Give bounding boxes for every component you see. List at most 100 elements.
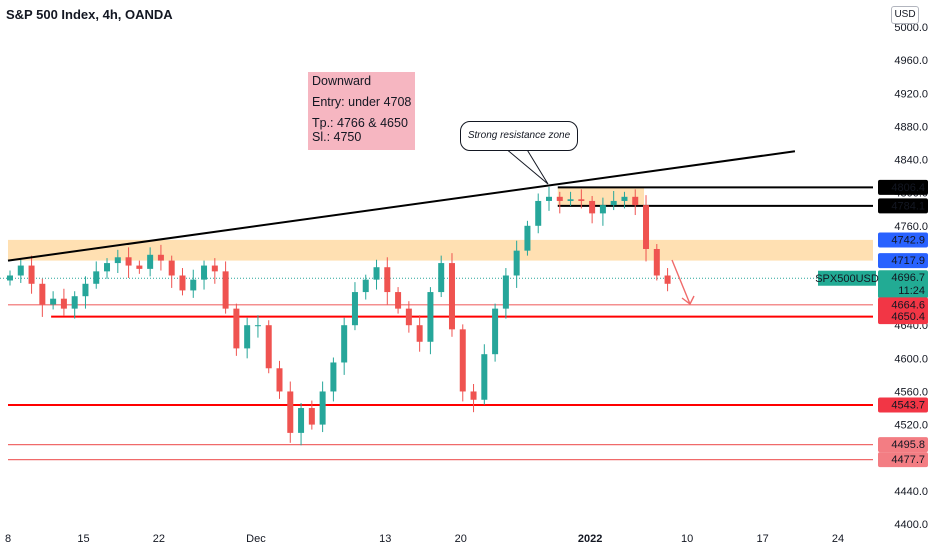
price-label-4477.7[interactable] [878,452,928,468]
candle-body[interactable] [330,362,337,392]
price-label-text: 4495.8 [891,439,925,451]
zone-1[interactable] [557,187,645,206]
candle-body[interactable] [244,325,251,349]
candle-body[interactable] [147,254,154,269]
resistance-trendline[interactable] [7,150,796,262]
candle-body[interactable] [459,329,466,392]
candle-body[interactable] [610,200,617,206]
candle-body[interactable] [546,196,552,201]
candle-body[interactable] [405,308,412,326]
x-tick-label: 17 [756,533,768,545]
price-label-4742.9[interactable] [878,232,928,248]
candle-body[interactable] [287,391,294,433]
x-tick-label: 24 [832,533,844,545]
candle-body[interactable] [222,271,229,309]
price-label-4664.6[interactable] [878,297,928,313]
x-tick-label: 10 [681,533,693,545]
candle-body[interactable] [502,275,509,309]
candle-body[interactable] [448,263,455,330]
candle-body[interactable] [60,298,67,309]
currency-button[interactable]: USD [891,6,919,24]
candle-body[interactable] [125,257,132,266]
trade-note[interactable]: Downward Entry: under 4708 Tp.: 4766 & 4… [308,72,415,150]
candle-body[interactable] [211,265,218,272]
candle-body[interactable] [276,368,283,392]
symbol-tag[interactable] [818,270,876,286]
candle-body[interactable] [233,308,240,349]
y-tick-label: 4560.0 [894,386,928,398]
candle-body[interactable] [621,196,628,201]
candle-body[interactable] [190,279,197,291]
candle-body[interactable] [481,354,488,400]
candle-body[interactable] [114,257,121,264]
candle-body[interactable] [632,196,639,206]
candle-body[interactable] [589,200,596,214]
x-tick-label: Dec [246,533,266,545]
countdown-label: 11:24 [898,285,925,297]
candle-body[interactable] [254,325,261,327]
note-entry: Entry: under 4708 [312,95,412,109]
candle-body[interactable] [7,275,13,281]
candle-body[interactable] [599,205,606,214]
candle-body[interactable] [438,263,445,293]
price-label-4696.7[interactable] [878,270,928,299]
x-tick-label: 22 [153,533,165,545]
callout-pointer [504,147,549,185]
candle-body[interactable] [416,325,423,342]
candle-body[interactable] [308,408,315,425]
price-label-4806.4[interactable] [878,179,928,195]
candle-body[interactable] [653,248,660,276]
price-label-text: 4806.4 [891,182,925,194]
candle-body[interactable] [39,283,46,305]
y-tick-label: 4760.0 [894,221,928,233]
candle-body[interactable] [298,408,305,433]
candle-body[interactable] [265,325,272,369]
y-tick-label: 4920.0 [894,88,928,100]
candle-body[interactable] [319,391,326,425]
candle-body[interactable] [664,275,671,284]
x-tick-label: 2022 [578,533,602,545]
candle-body[interactable] [578,199,585,201]
candle-body[interactable] [17,265,24,276]
candle-body[interactable] [535,200,542,226]
candle-body[interactable] [93,271,100,284]
candle-body[interactable] [82,283,89,297]
candle-body[interactable] [513,250,520,276]
price-label-text: 4717.9 [891,255,925,267]
candle-body[interactable] [136,265,143,269]
resistance-callout[interactable]: Strong resistance zone [460,121,578,151]
price-label-4543.7[interactable] [878,397,928,413]
candle-body[interactable] [524,225,531,251]
candle-body[interactable] [567,199,574,201]
x-tick-label: 20 [455,533,467,545]
candle-body[interactable] [28,265,35,284]
projection-arrow[interactable] [671,259,695,306]
candle-body[interactable] [643,205,650,249]
candle-body[interactable] [179,275,186,291]
candle-body[interactable] [168,260,175,276]
x-tick-label: 8 [5,533,11,545]
candle-body[interactable] [362,279,369,293]
candle-body[interactable] [427,292,434,342]
price-label-4784.1[interactable] [878,198,928,214]
y-tick-label: 4400.0 [894,519,928,531]
candle-body[interactable] [556,196,563,201]
y-tick-label: 4440.0 [894,486,928,498]
candle-body[interactable] [157,254,164,261]
candle-body[interactable] [351,292,358,326]
candle-body[interactable] [384,267,391,293]
candle-body[interactable] [50,298,57,305]
candle-body[interactable] [470,391,477,400]
candle-body[interactable] [492,308,499,355]
candle-body[interactable] [104,263,111,272]
candle-body[interactable] [341,325,348,363]
candle-body[interactable] [373,267,380,280]
candle-body[interactable] [71,296,78,309]
price-label-4495.8[interactable] [878,437,928,453]
price-label-4650.4[interactable] [878,309,928,325]
candle-body[interactable] [201,265,208,280]
price-label-4717.9[interactable] [878,253,928,269]
candle-body[interactable] [395,292,402,309]
